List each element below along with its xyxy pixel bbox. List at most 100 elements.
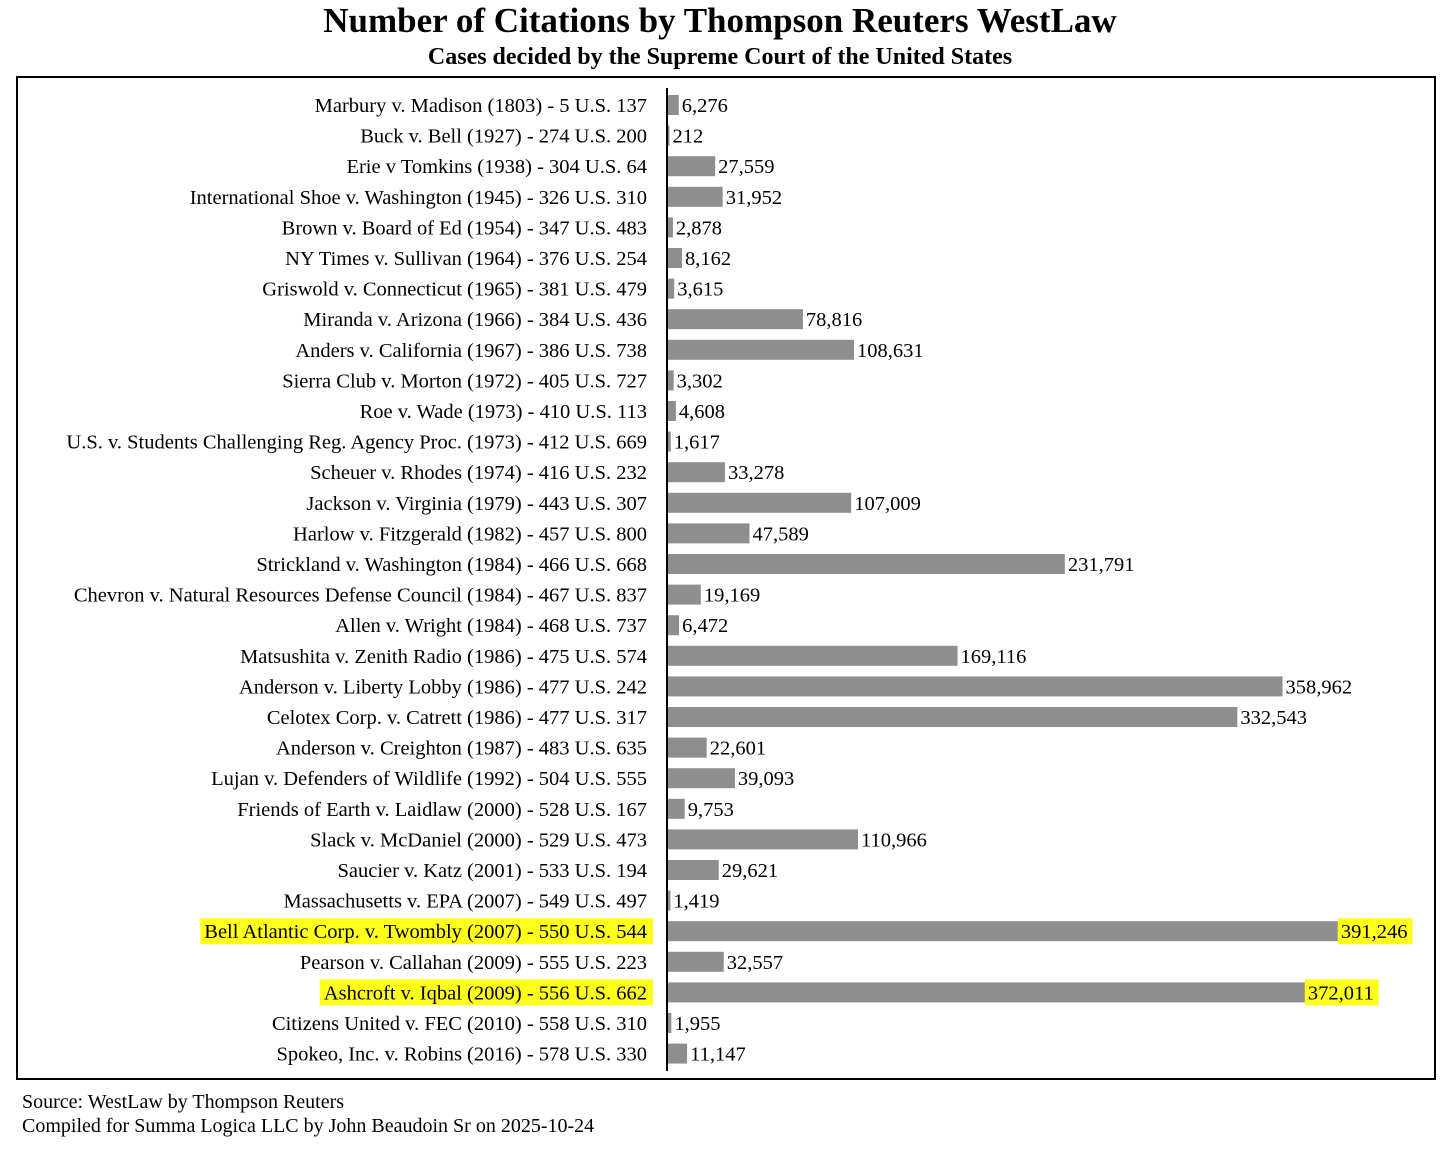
- value-label: 33,278: [728, 462, 784, 484]
- chart-title: Number of Citations by Thompson Reuters …: [323, 1, 1117, 40]
- value-label: 22,601: [710, 738, 766, 760]
- category-label: Brown v. Board of Ed (1954) - 347 U.S. 4…: [282, 217, 647, 239]
- bar: [668, 860, 719, 880]
- bar: [668, 1043, 688, 1064]
- value-label: 358,962: [1286, 676, 1353, 698]
- value-label: 78,816: [806, 309, 862, 331]
- bar: [668, 248, 682, 268]
- value-label: 231,791: [1068, 554, 1135, 576]
- bar: [668, 921, 1338, 942]
- value-label: 1,419: [673, 891, 719, 913]
- category-label: NY Times v. Sullivan (1964) - 376 U.S. 2…: [285, 248, 647, 270]
- value-label: 3,615: [677, 279, 723, 301]
- category-label: Anders v. California (1967) - 386 U.S. 7…: [295, 340, 647, 362]
- category-label: Buck v. Bell (1927) - 274 U.S. 200: [360, 126, 647, 148]
- value-label: 47,589: [752, 523, 808, 545]
- category-label: Anderson v. Liberty Lobby (1986) - 477 U…: [239, 676, 647, 698]
- bar: [668, 645, 958, 666]
- bar: [668, 951, 724, 972]
- category-label: Harlow v. Fitzgerald (1982) - 457 U.S. 8…: [293, 523, 647, 545]
- category-label: Roe v. Wade (1973) - 410 U.S. 113: [360, 401, 647, 423]
- category-label: Friends of Earth v. Laidlaw (2000) - 528…: [237, 799, 647, 821]
- category-label: Matsushita v. Zenith Radio (1986) - 475 …: [240, 646, 647, 668]
- value-label: 110,966: [861, 829, 927, 851]
- value-label: 2,878: [676, 217, 722, 239]
- value-label: 1,955: [674, 1013, 720, 1035]
- value-label: 29,621: [722, 860, 778, 882]
- category-label: Miranda v. Arizona (1966) - 384 U.S. 436: [303, 309, 647, 331]
- bar: [668, 186, 723, 207]
- category-label: Massachusetts v. EPA (2007) - 549 U.S. 4…: [284, 891, 648, 913]
- category-label: Bell Atlantic Corp. v. Twombly (2007) - …: [204, 921, 647, 943]
- value-label: 372,011: [1308, 982, 1374, 1004]
- value-label: 9,753: [688, 799, 734, 821]
- category-highlight: [200, 918, 653, 945]
- chart-subtitle: Cases decided by the Supreme Court of th…: [427, 44, 1013, 70]
- value-label: 1,617: [674, 432, 720, 454]
- category-label: Anderson v. Creighton (1987) - 483 U.S. …: [276, 738, 647, 760]
- bar: [668, 584, 701, 605]
- category-label: Spokeo, Inc. v. Robins (2016) - 578 U.S.…: [276, 1044, 647, 1066]
- value-label: 39,093: [738, 768, 794, 790]
- bar: [668, 890, 671, 911]
- category-label: Strickland v. Washington (1984) - 466 U.…: [256, 554, 647, 576]
- category-highlight: [319, 979, 653, 1006]
- source-note: Source: WestLaw by Thompson Reuters: [22, 1091, 345, 1113]
- category-label: Marbury v. Madison (1803) - 5 U.S. 137: [315, 95, 647, 117]
- bar: [668, 431, 671, 452]
- bar: [668, 737, 707, 758]
- bar: [668, 401, 676, 421]
- category-label: Chevron v. Natural Resources Defense Cou…: [74, 585, 647, 607]
- value-highlight: [1337, 918, 1413, 945]
- bar: [668, 554, 1065, 574]
- category-label: Ashcroft v. Iqbal (2009) - 556 U.S. 662: [324, 982, 647, 1004]
- category-label: Jackson v. Virginia (1979) - 443 U.S. 30…: [306, 493, 647, 515]
- bar: [668, 1013, 672, 1033]
- category-label: Scheuer v. Rhodes (1974) - 416 U.S. 232: [310, 462, 647, 484]
- compiled-note: Compiled for Summa Logica LLC by John Be…: [22, 1115, 595, 1137]
- bar: [668, 676, 1283, 697]
- category-label: Griswold v. Connecticut (1965) - 381 U.S…: [262, 279, 647, 301]
- category-label: Saucier v. Katz (2001) - 533 U.S. 194: [337, 860, 647, 882]
- value-label: 391,246: [1341, 921, 1408, 943]
- value-label: 6,276: [682, 95, 728, 117]
- bar: [668, 156, 716, 177]
- value-label: 6,472: [682, 615, 728, 637]
- bar: [668, 95, 679, 115]
- bar: [668, 370, 674, 391]
- bar: [668, 339, 854, 360]
- value-label: 212: [673, 126, 704, 148]
- value-label: 8,162: [685, 248, 731, 270]
- bar: [668, 707, 1238, 727]
- category-label: Lujan v. Defenders of Wildlife (1992) - …: [211, 768, 647, 790]
- value-label: 19,169: [704, 585, 760, 607]
- bar: [668, 309, 803, 330]
- bar: [668, 492, 852, 513]
- value-label: 32,557: [727, 952, 783, 974]
- value-label: 27,559: [718, 156, 774, 178]
- value-label: 3,302: [677, 370, 723, 392]
- bar: [668, 278, 675, 299]
- value-label: 107,009: [854, 493, 921, 515]
- category-label: U.S. v. Students Challenging Reg. Agency…: [66, 432, 647, 454]
- category-label: Citizens United v. FEC (2010) - 558 U.S.…: [272, 1013, 647, 1035]
- category-label: Pearson v. Callahan (2009) - 555 U.S. 22…: [300, 952, 647, 974]
- value-label: 332,543: [1240, 707, 1307, 729]
- chart-frame: [16, 76, 1436, 1080]
- bar: [668, 125, 670, 146]
- bar: [668, 798, 685, 819]
- bar: [668, 217, 673, 238]
- value-label: 4,608: [679, 401, 725, 423]
- category-label: Celotex Corp. v. Catrett (1986) - 477 U.…: [267, 707, 647, 729]
- value-label: 11,147: [690, 1044, 746, 1066]
- value-label: 108,631: [857, 340, 924, 362]
- bar: [668, 462, 725, 483]
- bar: [668, 982, 1305, 1003]
- value-label: 31,952: [726, 187, 782, 209]
- bar: [668, 523, 750, 544]
- category-label: Sierra Club v. Morton (1972) - 405 U.S. …: [282, 370, 647, 392]
- bar: [668, 829, 858, 850]
- value-highlight: [1304, 979, 1379, 1006]
- bar: [668, 615, 680, 636]
